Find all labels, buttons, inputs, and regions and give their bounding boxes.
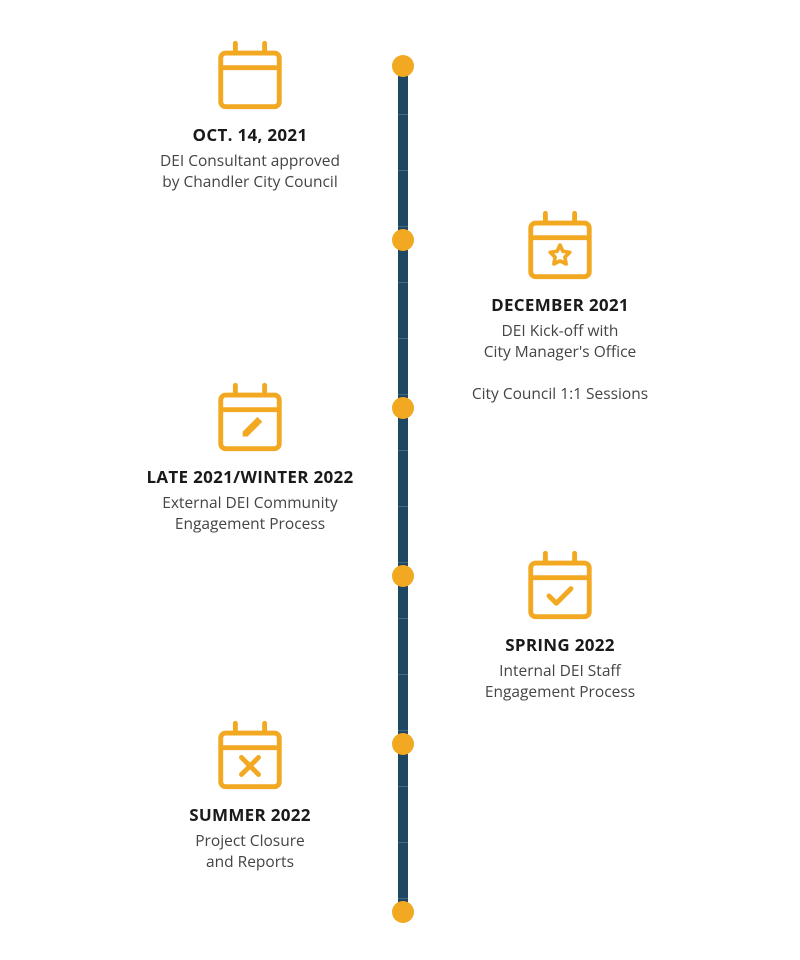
axis-tick [398, 282, 408, 283]
axis-tick [398, 450, 408, 451]
axis-tick [398, 114, 408, 115]
timeline-dot [392, 901, 414, 923]
timeline-item-title: DECEMBER 2021 [430, 294, 690, 316]
timeline-dot [392, 55, 414, 77]
axis-tick [398, 170, 408, 171]
axis-tick [398, 842, 408, 843]
timeline-dot [392, 733, 414, 755]
calendar-x-icon [120, 716, 380, 794]
calendar-check-icon [430, 546, 690, 624]
axis-tick [398, 898, 408, 899]
axis-tick [398, 674, 408, 675]
timeline-dot [392, 565, 414, 587]
timeline-item-desc: Internal DEI Staff Engagement Process [430, 660, 690, 702]
calendar-star-icon [430, 206, 690, 284]
timeline-item-title: SUMMER 2022 [120, 804, 380, 826]
axis-tick [398, 338, 408, 339]
timeline-item: LATE 2021/WINTER 2022 External DEI Commu… [120, 378, 380, 534]
timeline-item-desc: Project Closure and Reports [120, 830, 380, 872]
timeline-item-desc: DEI Consultant approved by Chandler City… [120, 150, 380, 192]
axis-tick [398, 730, 408, 731]
timeline-item: OCT. 14, 2021 DEI Consultant approved by… [120, 36, 380, 192]
calendar-blank-icon [120, 36, 380, 114]
timeline-item: SUMMER 2022 Project Closure and Reports [120, 716, 380, 872]
calendar-pencil-icon [120, 378, 380, 456]
timeline-infographic: OCT. 14, 2021 DEI Consultant approved by… [0, 0, 800, 960]
timeline-item-title: SPRING 2022 [430, 634, 690, 656]
axis-tick [398, 562, 408, 563]
timeline-item-desc: External DEI Community Engagement Proces… [120, 492, 380, 534]
timeline-item-desc: DEI Kick-off with City Manager's Office … [430, 320, 690, 404]
timeline-dot [392, 397, 414, 419]
axis-tick [398, 394, 408, 395]
axis-tick [398, 226, 408, 227]
timeline-item: DECEMBER 2021 DEI Kick-off with City Man… [430, 206, 690, 404]
timeline-item-title: OCT. 14, 2021 [120, 124, 380, 146]
timeline-item: SPRING 2022 Internal DEI Staff Engagemen… [430, 546, 690, 702]
timeline-item-title: LATE 2021/WINTER 2022 [120, 466, 380, 488]
axis-tick [398, 786, 408, 787]
axis-tick [398, 618, 408, 619]
timeline-dot [392, 229, 414, 251]
timeline-axis [398, 58, 408, 920]
axis-tick [398, 506, 408, 507]
